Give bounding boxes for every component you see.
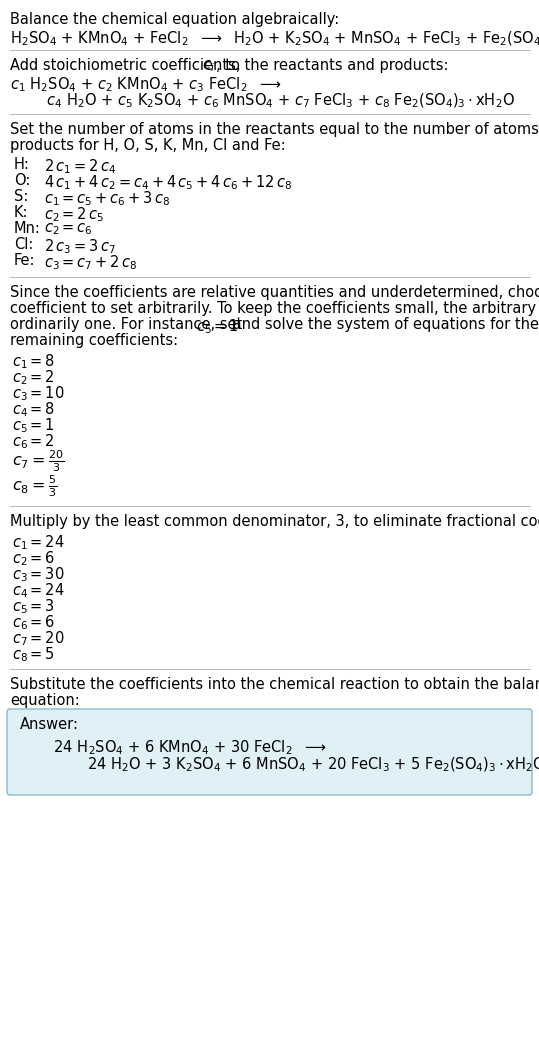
Text: $c_i$: $c_i$ <box>202 58 215 74</box>
Text: equation:: equation: <box>10 693 80 708</box>
Text: ordinarily one. For instance, set: ordinarily one. For instance, set <box>10 317 247 332</box>
Text: Fe:: Fe: <box>14 253 36 268</box>
Text: $c_4$ H$_2$O + $c_5$ K$_2$SO$_4$ + $c_6$ MnSO$_4$ + $c_7$ FeCl$_3$ + $c_8$ Fe$_2: $c_4$ H$_2$O + $c_5$ K$_2$SO$_4$ + $c_6$… <box>28 92 515 110</box>
Text: $c_5 = 1$: $c_5 = 1$ <box>196 317 239 336</box>
Text: O:: O: <box>14 173 30 188</box>
Text: $c_1 = 24$: $c_1 = 24$ <box>12 533 65 551</box>
Text: coefficient to set arbitrarily. To keep the coefficients small, the arbitrary va: coefficient to set arbitrarily. To keep … <box>10 301 539 316</box>
Text: $c_1 = c_5 + c_6 + 3\,c_8$: $c_1 = c_5 + c_6 + 3\,c_8$ <box>44 189 170 208</box>
Text: $c_1$ H$_2$SO$_4$ + $c_2$ KMnO$_4$ + $c_3$ FeCl$_2$  $\longrightarrow$: $c_1$ H$_2$SO$_4$ + $c_2$ KMnO$_4$ + $c_… <box>10 75 281 93</box>
Text: Since the coefficients are relative quantities and underdetermined, choose a: Since the coefficients are relative quan… <box>10 285 539 300</box>
Text: $c_2 = c_6$: $c_2 = c_6$ <box>44 220 93 236</box>
Text: Set the number of atoms in the reactants equal to the number of atoms in the: Set the number of atoms in the reactants… <box>10 122 539 136</box>
Text: $c_4 = 24$: $c_4 = 24$ <box>12 581 65 600</box>
Text: and solve the system of equations for the: and solve the system of equations for th… <box>228 317 539 332</box>
Text: $c_3 = 10$: $c_3 = 10$ <box>12 384 65 403</box>
Text: $c_4 = 8$: $c_4 = 8$ <box>12 400 55 419</box>
Text: Cl:: Cl: <box>14 237 33 252</box>
Text: $c_2 = 6$: $c_2 = 6$ <box>12 549 56 568</box>
Text: Answer:: Answer: <box>20 717 79 732</box>
Text: products for H, O, S, K, Mn, Cl and Fe:: products for H, O, S, K, Mn, Cl and Fe: <box>10 138 286 153</box>
Text: $c_7 = 20$: $c_7 = 20$ <box>12 629 65 648</box>
Text: $c_7 = \frac{20}{3}$: $c_7 = \frac{20}{3}$ <box>12 448 64 474</box>
Text: $c_3 = c_7 + 2\,c_8$: $c_3 = c_7 + 2\,c_8$ <box>44 253 137 272</box>
Text: $c_8 = \frac{5}{3}$: $c_8 = \frac{5}{3}$ <box>12 472 57 499</box>
Text: $4\,c_1 + 4\,c_2 = c_4 + 4\,c_5 + 4\,c_6 + 12\,c_8$: $4\,c_1 + 4\,c_2 = c_4 + 4\,c_5 + 4\,c_6… <box>44 173 292 192</box>
Text: H$_2$SO$_4$ + KMnO$_4$ + FeCl$_2$  $\longrightarrow$  H$_2$O + K$_2$SO$_4$ + MnS: H$_2$SO$_4$ + KMnO$_4$ + FeCl$_2$ $\long… <box>10 30 539 48</box>
Text: $c_6 = 6$: $c_6 = 6$ <box>12 613 56 632</box>
Text: Add stoichiometric coefficients,: Add stoichiometric coefficients, <box>10 58 245 74</box>
Text: $c_5 = 1$: $c_5 = 1$ <box>12 416 55 435</box>
Text: S:: S: <box>14 189 29 204</box>
Text: H:: H: <box>14 158 30 172</box>
Text: $c_2 = 2$: $c_2 = 2$ <box>12 368 55 386</box>
Text: $c_8 = 5$: $c_8 = 5$ <box>12 645 55 664</box>
Text: Balance the chemical equation algebraically:: Balance the chemical equation algebraica… <box>10 12 339 27</box>
Text: $2\,c_3 = 3\,c_7$: $2\,c_3 = 3\,c_7$ <box>44 237 116 256</box>
Text: $c_5 = 3$: $c_5 = 3$ <box>12 597 55 615</box>
Text: , to the reactants and products:: , to the reactants and products: <box>216 58 448 74</box>
Text: $c_3 = 30$: $c_3 = 30$ <box>12 565 65 584</box>
Text: 24 H$_2$O + 3 K$_2$SO$_4$ + 6 MnSO$_4$ + 20 FeCl$_3$ + 5 Fe$_2$(SO$_4$)$_3\cdot$: 24 H$_2$O + 3 K$_2$SO$_4$ + 6 MnSO$_4$ +… <box>50 756 539 775</box>
Text: $c_1 = 8$: $c_1 = 8$ <box>12 352 55 371</box>
Text: $2\,c_1 = 2\,c_4$: $2\,c_1 = 2\,c_4$ <box>44 158 116 175</box>
Text: K:: K: <box>14 205 29 220</box>
Text: 24 H$_2$SO$_4$ + 6 KMnO$_4$ + 30 FeCl$_2$  $\longrightarrow$: 24 H$_2$SO$_4$ + 6 KMnO$_4$ + 30 FeCl$_2… <box>35 738 327 757</box>
Text: $c_6 = 2$: $c_6 = 2$ <box>12 432 55 450</box>
Text: Multiply by the least common denominator, 3, to eliminate fractional coefficient: Multiply by the least common denominator… <box>10 514 539 529</box>
FancyBboxPatch shape <box>7 709 532 795</box>
Text: remaining coefficients:: remaining coefficients: <box>10 333 178 348</box>
Text: Mn:: Mn: <box>14 220 41 236</box>
Text: Substitute the coefficients into the chemical reaction to obtain the balanced: Substitute the coefficients into the che… <box>10 677 539 692</box>
Text: $c_2 = 2\,c_5$: $c_2 = 2\,c_5$ <box>44 205 105 224</box>
